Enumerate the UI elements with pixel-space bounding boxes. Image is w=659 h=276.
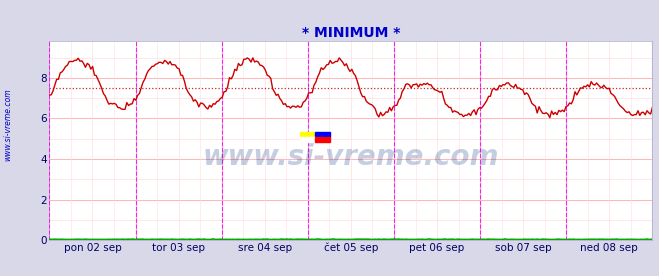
Title: * MINIMUM *: * MINIMUM * (302, 26, 400, 40)
Text: www.si-vreme.com: www.si-vreme.com (3, 88, 13, 161)
Bar (300, 137, 315, 142)
Bar (300, 132, 315, 137)
Text: www.si-vreme.com: www.si-vreme.com (203, 143, 499, 171)
Bar (315, 137, 330, 142)
Bar (315, 132, 330, 137)
